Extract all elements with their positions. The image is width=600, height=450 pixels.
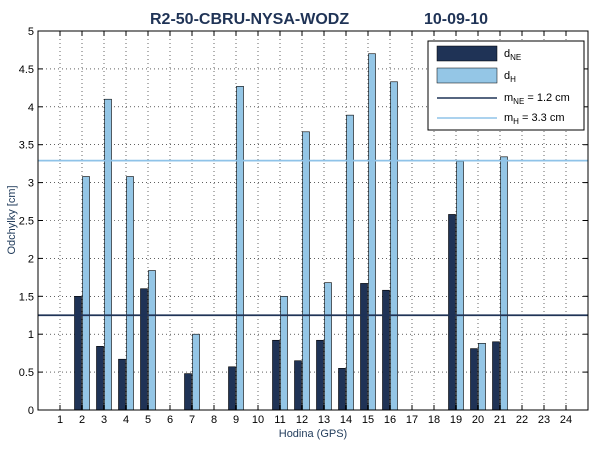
bar-dne-h9: [228, 366, 236, 411]
bar-dne-h2: [74, 295, 82, 411]
y-tick-label: 3: [28, 178, 34, 190]
bar-dh-h7: [192, 333, 200, 411]
x-tick-label: 12: [296, 414, 308, 426]
y-tick-label: 4: [28, 102, 34, 114]
bar-dne-h12: [294, 360, 302, 411]
x-tick-label: 5: [145, 414, 151, 426]
y-tick-label: 4.5: [19, 64, 34, 76]
bar-dh-h14: [346, 114, 354, 411]
chart-date: 10-09-10: [424, 11, 488, 28]
bar-dne-h11: [272, 339, 280, 411]
bar-dh-h12: [302, 131, 310, 411]
legend-label-dne: dNE: [504, 48, 521, 62]
bar-dne-h16: [382, 289, 390, 411]
x-tick-label: 1: [57, 414, 63, 426]
legend-label-mh: mH = 3.3 cm: [504, 112, 565, 126]
x-tick-label: 24: [560, 414, 572, 426]
x-tick-label: 18: [428, 414, 440, 426]
bar-dne-h4: [118, 358, 126, 411]
bar-dne-h19: [448, 214, 456, 411]
legend-label-mne: mNE = 1.2 cm: [504, 92, 570, 106]
bar-dh-h11: [280, 295, 288, 411]
bar-dne-h3: [96, 346, 104, 411]
bar-dh-h9: [236, 86, 244, 411]
x-tick-label: 4: [123, 414, 129, 426]
x-tick-label: 6: [167, 414, 173, 426]
x-tick-label: 9: [233, 414, 239, 426]
mean-lines: [38, 159, 588, 317]
x-axis-label: Hodina (GPS): [279, 428, 347, 440]
x-tick-label: 13: [318, 414, 330, 426]
legend-swatch-dh: [436, 67, 498, 84]
x-tick-label: 2: [79, 414, 85, 426]
x-tick-label: 14: [340, 414, 352, 426]
bar-dh-h5: [148, 270, 156, 411]
y-tick-label: 2.5: [19, 216, 34, 228]
bar-dh-h13: [324, 282, 332, 411]
bar-dh-h2: [82, 176, 90, 411]
y-tick-label: 3.5: [19, 140, 34, 152]
bar-dne-h5: [140, 288, 148, 411]
y-tick-label: 5: [28, 26, 34, 38]
bar-dh-h19: [456, 161, 464, 411]
x-axis-ticks: 1 2 3 4 5 6 7 8 9 10 11 12 13 14 15 16 17 18 19 20 21 22 23 24: [57, 31, 572, 426]
legend-swatch-dne: [436, 45, 498, 62]
chart-title: R2-50-CBRU-NYSA-WODZ: [150, 11, 349, 28]
x-tick-label: 11: [274, 414, 285, 426]
x-tick-label: 22: [516, 414, 528, 426]
x-tick-label: 19: [450, 414, 462, 426]
x-tick-label: 23: [538, 414, 550, 426]
y-tick-label: 1: [28, 329, 34, 341]
x-tick-label: 16: [384, 414, 396, 426]
x-tick-label: 7: [189, 414, 195, 426]
x-tick-label: 15: [362, 414, 374, 426]
bar-dh-h15: [368, 53, 376, 411]
y-axis-label: Odchylky [cm]: [6, 185, 18, 254]
bar-dh-h21: [500, 156, 508, 411]
y-tick-label: 0.5: [19, 367, 34, 379]
bar-dh-h20: [478, 342, 486, 411]
bar-dh-h4: [126, 176, 134, 411]
y-tick-label: 1.5: [19, 291, 34, 303]
bar-dne-h21: [492, 341, 500, 411]
bar-dh-h16: [390, 81, 398, 411]
bar-group: [74, 53, 508, 411]
y-axis-ticks: 0 0.5 1 1.5 2 2.5 3 3.5 4 4.5 5: [19, 26, 588, 417]
x-tick-label: 10: [252, 414, 264, 426]
bar-dne-h13: [316, 339, 324, 411]
x-tick-label: 21: [494, 414, 506, 426]
bar-dh-h3: [104, 98, 112, 411]
x-tick-label: 8: [211, 414, 217, 426]
x-tick-label: 17: [406, 414, 418, 426]
legend-label-dh: dH: [504, 70, 516, 84]
y-tick-label: 0: [28, 405, 34, 417]
legend: dNE dH mNE = 1.2 cm mH = 3.3 cm: [427, 40, 585, 131]
x-tick-label: 3: [101, 414, 107, 426]
bar-dne-h15: [360, 283, 368, 411]
bar-dne-h14: [338, 368, 346, 411]
bar-dne-h7: [184, 373, 192, 411]
bar-dne-h20: [470, 348, 478, 411]
y-tick-label: 2: [28, 253, 34, 265]
x-tick-label: 20: [472, 414, 484, 426]
